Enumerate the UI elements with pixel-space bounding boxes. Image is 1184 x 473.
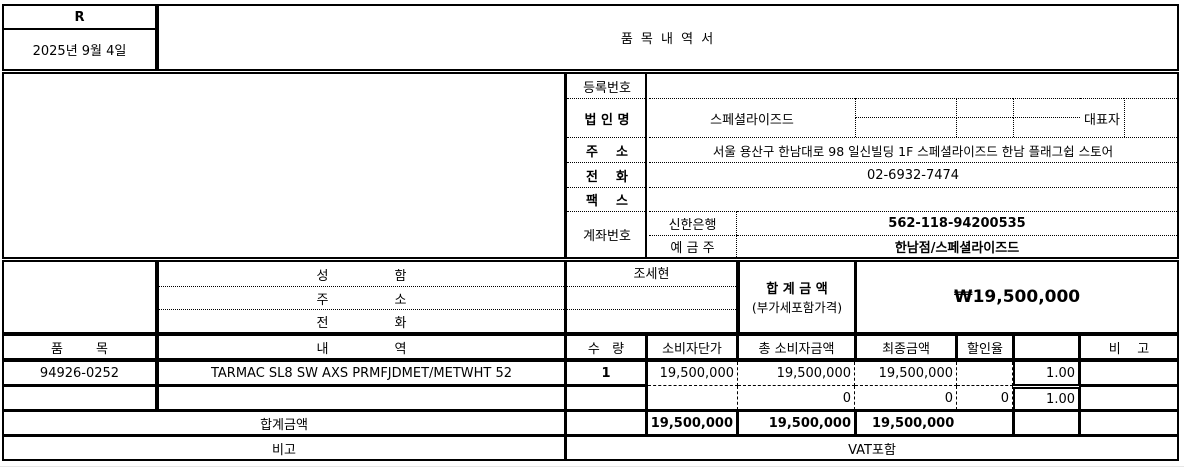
col-header-note: 비 고 bbox=[1079, 334, 1179, 360]
customer-values bbox=[565, 260, 738, 334]
col-header-discount: 할인율 bbox=[956, 334, 1014, 360]
row1-discount bbox=[957, 362, 1013, 386]
col-header-total: 총 소비자금액 bbox=[737, 334, 856, 360]
corp-cell bbox=[1013, 118, 1080, 137]
sum-note bbox=[1079, 410, 1179, 436]
total-label: 합 계 금 액 bbox=[766, 282, 828, 297]
mark-cell: R bbox=[2, 4, 157, 30]
col-header-desc: 내 역 bbox=[157, 334, 566, 360]
row2-total: 0 bbox=[738, 386, 855, 410]
col-header-ratio bbox=[1013, 334, 1080, 360]
stamp-area bbox=[2, 72, 566, 259]
corp-cell bbox=[855, 118, 957, 137]
customer-phone bbox=[567, 309, 736, 332]
bank-name: 신한은행 bbox=[649, 211, 737, 235]
phone-label: 전 화 bbox=[567, 162, 647, 187]
address-value: 서울 용산구 한남대로 98 일신빌딩 1F 스페셜라이즈드 한남 플래그쉽 스… bbox=[649, 137, 1177, 162]
row2-desc bbox=[157, 385, 566, 411]
row2-final: 0 bbox=[855, 386, 957, 410]
supplier-box bbox=[565, 72, 1179, 259]
rep-label: 대표자 bbox=[1080, 98, 1124, 137]
date-cell: 2025년 9월 4일 bbox=[2, 28, 157, 71]
row2-unit-price bbox=[648, 386, 738, 410]
corp-cell bbox=[956, 118, 1013, 137]
row1-final: 19,500,000 bbox=[855, 362, 957, 386]
row-border bbox=[646, 360, 648, 410]
row1-note bbox=[1079, 360, 1179, 386]
total-label-box: 합 계 금 액 (부가세포함가격) bbox=[738, 260, 856, 334]
row1-desc: TARMAC SL8 SW AXS PRMFJDMET/METWHT 52 bbox=[157, 360, 566, 386]
corp-cell bbox=[1013, 98, 1080, 118]
page-title: 품 목 내 역 서 bbox=[157, 4, 1179, 71]
customer-name-label: 성 함 bbox=[316, 268, 407, 284]
holder-label: 예 금 주 bbox=[649, 235, 737, 257]
customer-address-label: 주 소 bbox=[159, 286, 564, 309]
corp-name-value: 스페셜라이즈드 bbox=[649, 98, 855, 137]
row2-qty bbox=[565, 385, 647, 411]
corp-name-label: 법 인 명 bbox=[567, 98, 647, 137]
row2-note bbox=[1079, 385, 1179, 411]
sum-unit-price: 19,500,000 bbox=[646, 410, 738, 436]
col-header-qty: 수 량 bbox=[565, 334, 647, 360]
sum-label: 합계금액 bbox=[2, 410, 566, 436]
holder-value: 한남점/스페셜라이즈드 bbox=[737, 235, 1177, 257]
reg-no-label: 등록번호 bbox=[583, 80, 631, 96]
corp-cell bbox=[956, 98, 1013, 118]
fax-value bbox=[649, 187, 1177, 211]
customer-phone-label: 전 화 bbox=[159, 309, 564, 332]
col-header-item: 품 목 bbox=[2, 334, 157, 360]
note-value: VAT포함 bbox=[565, 435, 1179, 461]
account-label: 계좌번호 bbox=[567, 211, 647, 257]
customer-name: 조세현 bbox=[633, 267, 670, 282]
rep-value bbox=[1124, 98, 1177, 137]
reg-no-value bbox=[649, 74, 1177, 98]
customer-blank bbox=[2, 260, 157, 334]
note-label: 비고 bbox=[2, 435, 566, 461]
sum-qty bbox=[565, 410, 647, 436]
sum-ratio bbox=[1013, 410, 1080, 436]
address-label: 주 소 bbox=[567, 137, 647, 162]
sum-final: 19,500,000 bbox=[855, 410, 1014, 436]
phone-value: 02-6932-7474 bbox=[649, 162, 1177, 187]
row-border bbox=[646, 360, 1013, 362]
fax-label: 팩 스 bbox=[567, 187, 647, 211]
row2-code bbox=[2, 385, 157, 411]
customer-address bbox=[567, 286, 736, 309]
label-divider bbox=[567, 74, 647, 257]
total-note: (부가세포함가격) bbox=[751, 300, 843, 315]
row2-discount: 0 bbox=[957, 386, 1013, 410]
account-number: 562-118-94200535 bbox=[737, 211, 1177, 235]
col-header-final: 최종금액 bbox=[855, 334, 957, 360]
sum-total: 19,500,000 bbox=[737, 410, 856, 436]
row2-ratio: 1.00 bbox=[1013, 387, 1080, 411]
row1-code: 94926-0252 bbox=[2, 360, 157, 386]
row1-ratio: 1.00 bbox=[1013, 360, 1080, 386]
row1-unit-price: 19,500,000 bbox=[648, 362, 738, 386]
corp-cell bbox=[855, 98, 957, 118]
col-header-unit-price: 소비자단가 bbox=[646, 334, 738, 360]
row1-qty: 1 bbox=[565, 360, 647, 386]
total-amount: ₩19,500,000 bbox=[855, 260, 1179, 334]
gridline bbox=[0, 466, 1184, 467]
row1-total: 19,500,000 bbox=[738, 362, 855, 386]
